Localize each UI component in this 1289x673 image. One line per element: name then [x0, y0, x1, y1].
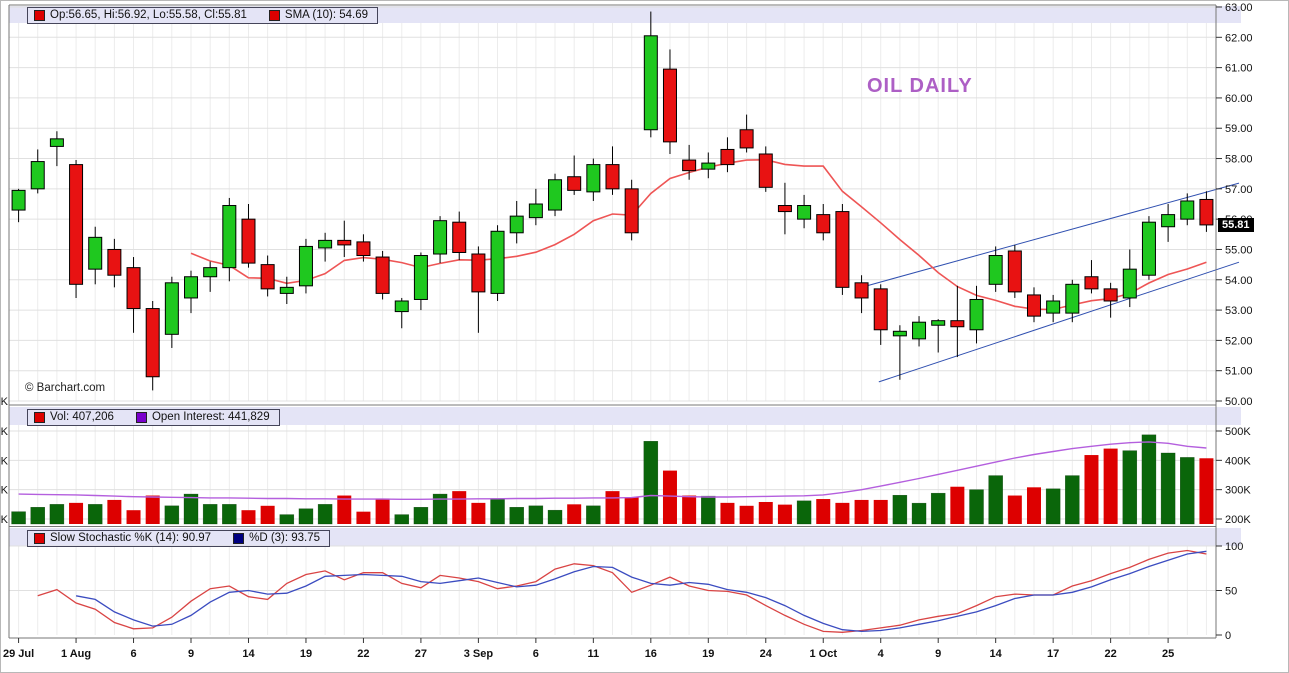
legend-volume: Vol: 407,206 Open Interest: 441,829	[27, 409, 280, 426]
svg-text:9: 9	[188, 648, 194, 660]
legend-vol-label: Vol: 407,206	[50, 411, 114, 423]
open-interest-swatch-icon	[135, 411, 147, 423]
svg-text:29 Jul: 29 Jul	[3, 648, 34, 660]
svg-text:400K: 400K	[1225, 455, 1251, 467]
svg-text:53.00: 53.00	[1225, 305, 1253, 317]
svg-text:4: 4	[878, 648, 885, 660]
svg-text:24: 24	[760, 648, 773, 660]
svg-text:55.00: 55.00	[1225, 244, 1253, 256]
svg-text:K: K	[1, 426, 9, 438]
svg-text:50: 50	[1225, 586, 1237, 598]
svg-text:62.00: 62.00	[1225, 32, 1253, 44]
chart-title: OIL DAILY	[867, 75, 973, 97]
svg-text:K: K	[1, 485, 9, 497]
svg-text:200K: 200K	[1225, 514, 1251, 526]
legend-stoch-k-label: Slow Stochastic %K (14): 90.97	[50, 532, 212, 544]
svg-text:K: K	[1, 514, 9, 526]
svg-text:9: 9	[935, 648, 941, 660]
sma-swatch-icon	[268, 9, 280, 21]
svg-text:51.00: 51.00	[1225, 366, 1253, 378]
svg-text:11: 11	[588, 648, 600, 660]
legend-oi-item: Open Interest: 441,829	[135, 411, 270, 423]
svg-text:19: 19	[702, 648, 714, 660]
legend-stoch-d-item: %D (3): 93.75	[233, 532, 320, 544]
svg-text:22: 22	[357, 648, 369, 660]
svg-text:58.00: 58.00	[1225, 154, 1253, 166]
svg-text:50.00: 50.00	[1225, 396, 1253, 408]
svg-text:57.00: 57.00	[1225, 184, 1253, 196]
legend-vol-item: Vol: 407,206	[34, 411, 114, 423]
svg-text:1 Aug: 1 Aug	[61, 648, 91, 660]
legend-sma-label: SMA (10): 54.69	[284, 9, 369, 21]
svg-text:6: 6	[130, 648, 136, 660]
legend-ohlc-label: Op:56.65, Hi:56.92, Lo:55.58, Cl:55.81	[50, 9, 247, 21]
last-price-tag: 55.81	[1218, 218, 1254, 232]
svg-text:3 Sep: 3 Sep	[464, 648, 494, 660]
svg-text:19: 19	[300, 648, 312, 660]
legend-stoch-d-label: %D (3): 93.75	[249, 532, 321, 544]
svg-text:500K: 500K	[1225, 426, 1251, 438]
legend-main: Op:56.65, Hi:56.92, Lo:55.58, Cl:55.81 S…	[27, 7, 379, 24]
svg-text:14: 14	[242, 648, 255, 660]
stoch-d-swatch-icon	[233, 532, 245, 544]
svg-text:22: 22	[1105, 648, 1117, 660]
svg-text:100: 100	[1225, 541, 1243, 553]
svg-text:60.00: 60.00	[1225, 93, 1253, 105]
svg-text:25: 25	[1162, 648, 1174, 660]
svg-text:54.00: 54.00	[1225, 275, 1253, 287]
svg-text:52.00: 52.00	[1225, 335, 1253, 347]
svg-text:27: 27	[415, 648, 427, 660]
svg-text:K: K	[1, 396, 9, 408]
barchart-watermark: © Barchart.com	[25, 382, 106, 394]
legend-ohlc-item: Op:56.65, Hi:56.92, Lo:55.58, Cl:55.81	[34, 9, 247, 21]
svg-text:14: 14	[990, 648, 1003, 660]
legend-stoch-k-item: Slow Stochastic %K (14): 90.97	[34, 532, 211, 544]
svg-text:1 Oct: 1 Oct	[809, 648, 837, 660]
volume-swatch-icon	[34, 411, 45, 423]
svg-text:300K: 300K	[1225, 485, 1251, 497]
stoch-k-swatch-icon	[34, 532, 45, 544]
ohlc-swatch-icon	[34, 9, 45, 21]
svg-text:63.00: 63.00	[1225, 2, 1253, 14]
svg-text:0: 0	[1225, 630, 1231, 642]
svg-text:6: 6	[533, 648, 539, 660]
svg-text:59.00: 59.00	[1225, 123, 1253, 135]
svg-text:61.00: 61.00	[1225, 63, 1253, 75]
legend-sma-item: SMA (10): 54.69	[268, 9, 369, 21]
legend-stochastic: Slow Stochastic %K (14): 90.97 %D (3): 9…	[27, 530, 331, 547]
svg-text:17: 17	[1047, 648, 1059, 660]
svg-text:16: 16	[645, 648, 657, 660]
legend-oi-label: Open Interest: 441,829	[151, 411, 270, 423]
svg-text:K: K	[1, 455, 9, 467]
